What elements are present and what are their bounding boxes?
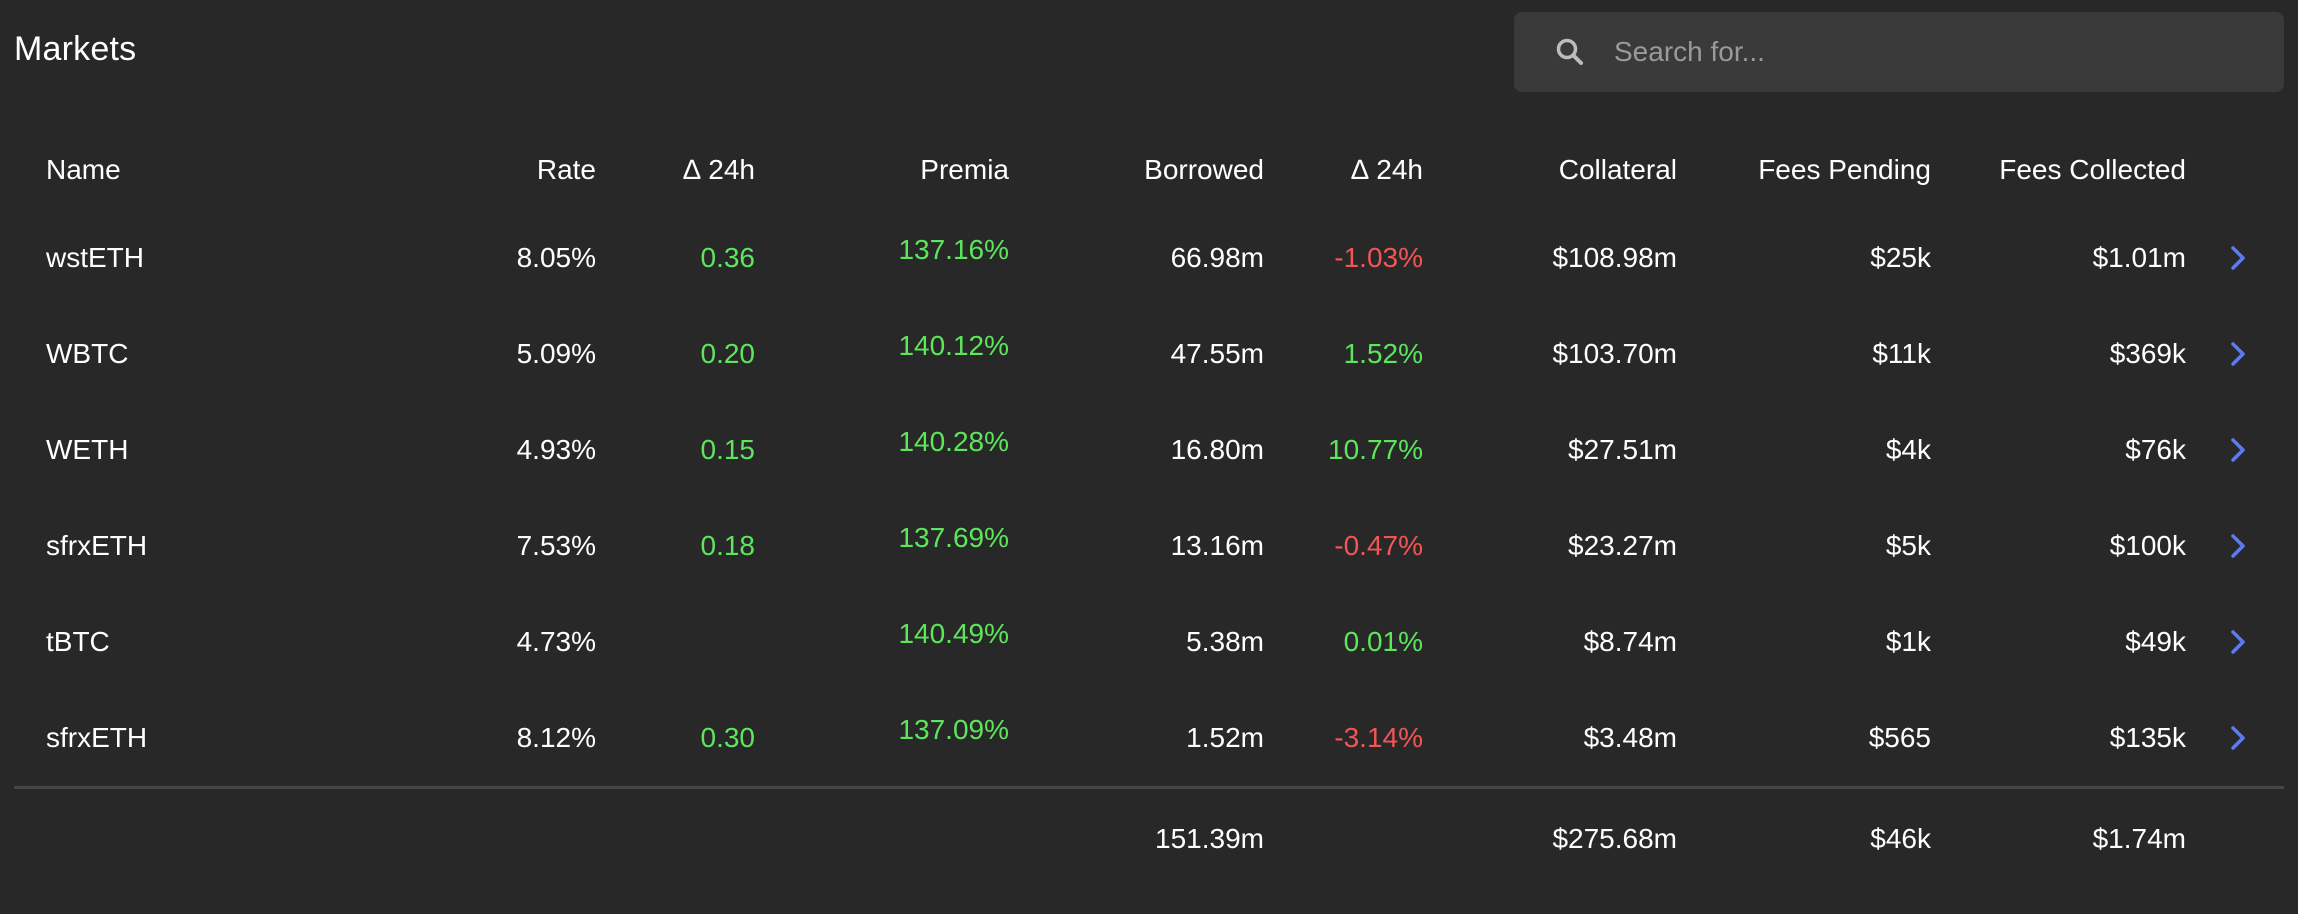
table-row[interactable]: WETH 4.93% 0.15 140.28% 16.80m 10.77% $2…: [14, 402, 2284, 498]
market-premia: 137.69%: [898, 522, 1009, 553]
column-header-name[interactable]: Name: [46, 154, 121, 185]
column-header-borrowed-delta[interactable]: ∆ 24h: [1351, 154, 1423, 185]
market-premia: 140.12%: [898, 330, 1009, 361]
total-collateral: $275.68m: [1552, 823, 1677, 854]
chevron-right-icon[interactable]: [2224, 532, 2252, 560]
market-collateral: $8.74m: [1583, 626, 1677, 657]
market-rate: 7.53%: [516, 530, 596, 561]
chevron-right-icon[interactable]: [2224, 724, 2252, 752]
market-rate: 5.09%: [516, 338, 596, 369]
market-premia: 137.09%: [898, 714, 1009, 745]
market-fees-pending: $565: [1868, 722, 1931, 753]
market-borrowed-delta: 0.01%: [1343, 626, 1423, 657]
market-premia: 137.16%: [898, 234, 1009, 265]
market-borrowed: 47.55m: [1170, 338, 1264, 369]
market-fees-collected: $1.01m: [2092, 242, 2186, 273]
page-title: Markets: [14, 30, 137, 68]
market-rate-delta: 0.36: [700, 242, 756, 273]
market-name: wstETH: [46, 242, 144, 273]
chevron-right-icon[interactable]: [2224, 436, 2252, 464]
market-borrowed-delta: -1.03%: [1334, 242, 1423, 273]
column-header-premia[interactable]: Premia: [920, 154, 1009, 185]
market-rate: 8.05%: [516, 242, 596, 273]
market-borrowed: 66.98m: [1170, 242, 1264, 273]
market-fees-pending: $11k: [1872, 338, 1931, 369]
market-rate: 4.93%: [516, 434, 596, 465]
market-borrowed: 16.80m: [1170, 434, 1264, 465]
markets-table: Name Rate ∆ 24h Premia Borrowed ∆ 24h Co…: [14, 130, 2284, 889]
market-fees-pending: $25k: [1870, 242, 1931, 273]
market-collateral: $23.27m: [1568, 530, 1677, 561]
chevron-right-icon[interactable]: [2224, 340, 2252, 368]
market-fees-collected: $369k: [2109, 338, 2186, 369]
market-fees-pending: $4k: [1885, 434, 1931, 465]
table-row[interactable]: wstETH 8.05% 0.36 137.16% 66.98m -1.03% …: [14, 210, 2284, 306]
totals-row: 151.39m $275.68m $46k $1.74m: [14, 789, 2284, 889]
market-rate: 8.12%: [516, 722, 596, 753]
market-fees-pending: $5k: [1885, 530, 1931, 561]
market-collateral: $3.48m: [1583, 722, 1677, 753]
column-header-borrowed[interactable]: Borrowed: [1144, 154, 1264, 185]
market-borrowed: 1.52m: [1186, 722, 1264, 753]
market-borrowed-delta: 1.52%: [1343, 338, 1423, 369]
totals-divider: [14, 786, 2284, 789]
table-row[interactable]: tBTC 4.73% 140.49% 5.38m 0.01% $8.74m $1…: [14, 594, 2284, 690]
market-borrowed: 5.38m: [1186, 626, 1264, 657]
market-name: sfrxETH: [46, 530, 148, 561]
market-name: WETH: [46, 434, 129, 465]
market-collateral: $103.70m: [1552, 338, 1677, 369]
market-fees-collected: $76k: [2125, 434, 2186, 465]
column-header-collateral[interactable]: Collateral: [1558, 154, 1677, 185]
column-header-rate[interactable]: Rate: [536, 154, 596, 185]
market-borrowed-delta: -3.14%: [1334, 722, 1423, 753]
column-header-fees-collected[interactable]: Fees Collected: [1999, 154, 2186, 185]
market-collateral: $27.51m: [1568, 434, 1677, 465]
search-box[interactable]: [1514, 12, 2284, 92]
column-header-fees-pending[interactable]: Fees Pending: [1758, 154, 1931, 185]
market-fees-collected: $49k: [2125, 626, 2186, 657]
table-body: wstETH 8.05% 0.36 137.16% 66.98m -1.03% …: [14, 210, 2284, 786]
market-name: tBTC: [46, 626, 110, 657]
search-input[interactable]: [1614, 12, 2284, 92]
table-row[interactable]: WBTC 5.09% 0.20 140.12% 47.55m 1.52% $10…: [14, 306, 2284, 402]
market-borrowed: 13.16m: [1170, 530, 1264, 561]
total-fees-collected: $1.74m: [2092, 823, 2186, 854]
chevron-right-icon[interactable]: [2224, 244, 2252, 272]
market-borrowed-delta: 10.77%: [1328, 434, 1423, 465]
market-fees-pending: $1k: [1885, 626, 1931, 657]
table-row[interactable]: sfrxETH 8.12% 0.30 137.09% 1.52m -3.14% …: [14, 690, 2284, 786]
table-header: Name Rate ∆ 24h Premia Borrowed ∆ 24h Co…: [14, 130, 2284, 210]
market-rate-delta: 0.18: [700, 530, 756, 561]
market-rate: 4.73%: [516, 626, 596, 657]
table-row[interactable]: sfrxETH 7.53% 0.18 137.69% 13.16m -0.47%…: [14, 498, 2284, 594]
column-header-rate-delta[interactable]: ∆ 24h: [683, 154, 755, 185]
search-icon: [1554, 36, 1586, 68]
market-premia: 140.28%: [898, 426, 1009, 457]
market-name: sfrxETH: [46, 722, 148, 753]
market-rate-delta: 0.20: [700, 338, 756, 369]
chevron-right-icon[interactable]: [2224, 628, 2252, 656]
market-rate-delta: 0.15: [700, 434, 756, 465]
market-fees-collected: $135k: [2109, 722, 2186, 753]
market-borrowed-delta: -0.47%: [1334, 530, 1423, 561]
total-fees-pending: $46k: [1870, 823, 1931, 854]
market-premia: 140.49%: [898, 618, 1009, 649]
market-name: WBTC: [46, 338, 129, 369]
market-collateral: $108.98m: [1552, 242, 1677, 273]
market-fees-collected: $100k: [2109, 530, 2186, 561]
total-borrowed: 151.39m: [1155, 823, 1264, 854]
market-rate-delta: 0.30: [700, 722, 756, 753]
